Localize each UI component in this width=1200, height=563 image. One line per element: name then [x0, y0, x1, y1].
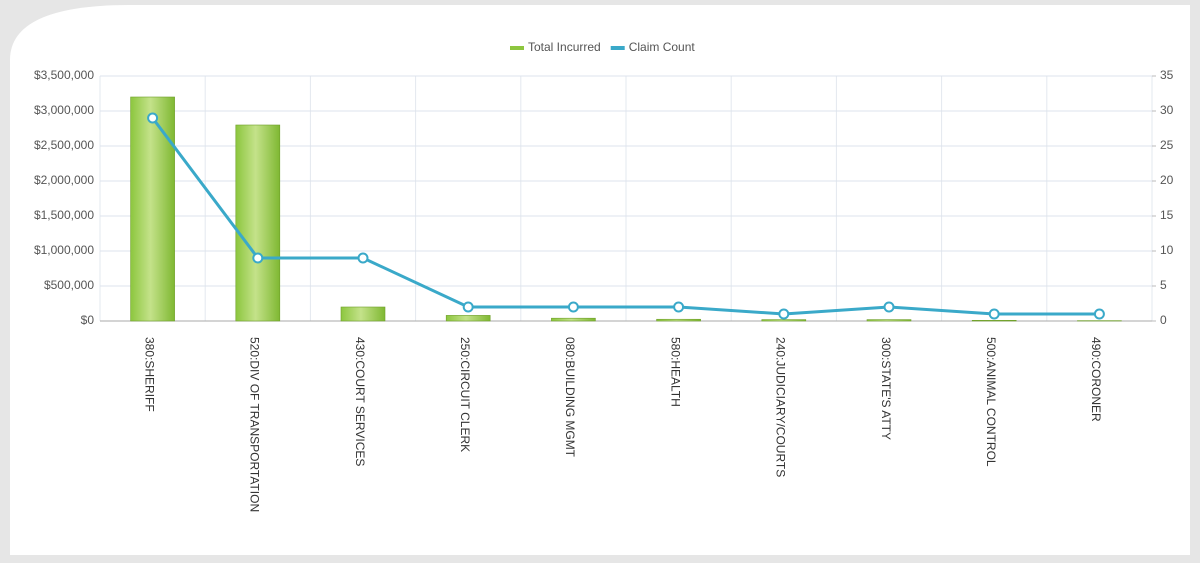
y-tick-label: $500,000	[44, 278, 94, 292]
x-tick-label: 300:STATE'S ATTY	[879, 337, 893, 440]
y2-tick-label: 0	[1160, 313, 1167, 327]
bar	[445, 315, 491, 322]
y2-tick-label: 20	[1160, 173, 1174, 187]
bar	[971, 319, 1017, 322]
line-point	[1093, 308, 1105, 320]
y-tick-label: $1,000,000	[34, 243, 94, 257]
bar	[235, 124, 281, 322]
x-tick-label: 240:JUDICIARY/COURTS	[774, 337, 788, 477]
line-point	[567, 301, 579, 313]
line-point	[673, 301, 685, 313]
y-tick-label: $3,500,000	[34, 68, 94, 82]
line-point	[462, 301, 474, 313]
y-tick-label: $2,500,000	[34, 138, 94, 152]
x-tick-label: 520:DIV OF TRANSPORTATION	[248, 337, 262, 512]
line-point	[778, 308, 790, 320]
y2-tick-label: 30	[1160, 103, 1174, 117]
legend-swatch	[610, 46, 625, 50]
line	[151, 117, 1100, 316]
x-tick-label: 250:CIRCUIT CLERK	[458, 337, 472, 452]
y2-tick-label: 15	[1160, 208, 1174, 222]
x-tick-label: 430:COURT SERVICES	[353, 337, 367, 466]
legend-swatch	[510, 46, 524, 50]
x-tick-label: 490:CORONER	[1089, 337, 1103, 422]
bar	[340, 306, 386, 322]
bar	[866, 319, 912, 322]
y-tick-label: $2,000,000	[34, 173, 94, 187]
line-point	[883, 301, 895, 313]
card	[10, 5, 1190, 555]
y-tick-label: $0	[81, 313, 95, 327]
legend-label: Claim Count	[629, 40, 696, 54]
x-tick-label: 380:SHERIFF	[142, 337, 156, 412]
y2-tick-label: 5	[1160, 278, 1167, 292]
line-point	[988, 308, 1000, 320]
bar	[551, 317, 596, 322]
y2-tick-label: 10	[1160, 243, 1174, 257]
line-point	[147, 112, 159, 124]
y2-tick-label: 35	[1160, 68, 1174, 82]
y-tick-label: $1,500,000	[34, 208, 94, 222]
x-tick-label: 080:BUILDING MGMT	[563, 337, 577, 458]
legend-label: Total Incurred	[528, 40, 601, 54]
x-tick-label: 500:ANIMAL CONTROL	[984, 337, 998, 467]
bar	[761, 319, 807, 322]
y-tick-label: $3,000,000	[34, 103, 94, 117]
bar	[656, 318, 701, 322]
line-point	[357, 252, 369, 264]
y2-tick-label: 25	[1160, 138, 1174, 152]
x-tick-label: 580:HEALTH	[668, 337, 682, 407]
line-point	[252, 252, 264, 264]
bar	[130, 96, 175, 322]
